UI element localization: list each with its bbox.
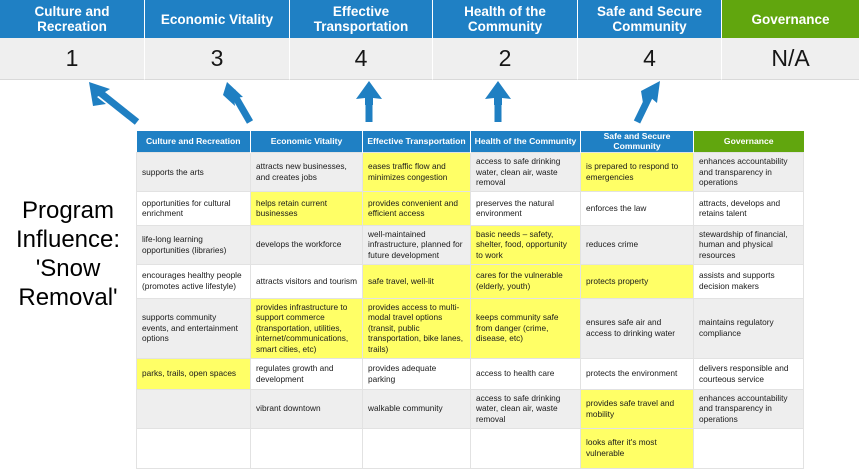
matrix-col-effective-transportation[interactable]: Effective Transportation — [362, 131, 471, 153]
matrix-row: vibrant downtown walkable community access… — [136, 388, 804, 429]
matrix-cell: keeps community safe from danger (crime,… — [470, 297, 581, 359]
matrix-cell: helps retain current businesses — [250, 190, 363, 226]
program-influence-matrix: Culture and Recreation Economic Vitality… — [136, 131, 804, 469]
scorecard-value-row: 1 3 4 2 4 N/A — [0, 38, 859, 80]
matrix-cell: protects property — [580, 263, 694, 299]
matrix-row: opportunities for cultural enrichment hel… — [136, 190, 804, 226]
scorecard-header-culture-and-recreation[interactable]: Culture and Recreation — [0, 0, 145, 38]
scorecard-value-effective-transportation: 4 — [290, 38, 433, 80]
matrix-row: encourages healthy people (promotes acti… — [136, 263, 804, 299]
matrix-row: supports community events, and entertain… — [136, 297, 804, 359]
program-influence-caption: Program Influence: 'Snow Removal' — [15, 197, 121, 311]
scorecard-value-safe-and-secure-community: 4 — [578, 38, 722, 80]
matrix-cell: is prepared to respond to emergencies — [580, 152, 694, 192]
arrow-culture-recreation-icon — [89, 82, 110, 106]
matrix-cell: provides convenient and efficient access — [362, 190, 471, 226]
scorecard-value-economic-vitality: 3 — [145, 38, 290, 80]
matrix-cell: provides access to multi-modal travel op… — [362, 297, 471, 359]
arrow-safe-secure-community-icon — [641, 81, 660, 103]
scorecard-header-safe-and-secure-community[interactable]: Safe and Secure Community — [578, 0, 722, 38]
matrix-cell: attracts visitors and tourism — [250, 263, 363, 299]
matrix-cell: basic needs – safety, shelter, food, opp… — [470, 224, 581, 265]
matrix-cell: provides adequate parking — [362, 357, 471, 390]
matrix-cell: encourages healthy people (promotes acti… — [136, 263, 251, 299]
matrix-cell: attracts new businesses, and creates job… — [250, 152, 363, 192]
arrow-economic-vitality-icon — [223, 82, 243, 106]
matrix-cell: vibrant downtown — [250, 388, 363, 429]
matrix-cell: assists and supports decision makers — [693, 263, 804, 299]
scorecard-value-health-of-the-community: 2 — [433, 38, 578, 80]
arrow-safe-secure-shaft — [633, 89, 656, 124]
matrix-cell — [136, 427, 251, 469]
matrix-cell: walkable community — [362, 388, 471, 429]
matrix-cell — [470, 427, 581, 469]
matrix-cell: delivers responsible and courteous servi… — [693, 357, 804, 390]
matrix-col-health-of-the-community[interactable]: Health of the Community — [470, 131, 581, 153]
matrix-cell: life-long learning opportunities (librar… — [136, 224, 251, 265]
arrow-economic-vitality-shaft — [228, 89, 254, 124]
matrix-cell: stewardship of financial, human and phys… — [693, 224, 804, 265]
matrix-cell — [362, 427, 471, 469]
matrix-row: looks after it's most vulnerable — [136, 427, 804, 469]
matrix-cell — [693, 427, 804, 469]
matrix-cell: reduces crime — [580, 224, 694, 265]
matrix-cell: enhances accountability and transparency… — [693, 388, 804, 429]
matrix-cell: supports the arts — [136, 152, 251, 192]
matrix-header-row: Culture and Recreation Economic Vitality… — [136, 131, 804, 153]
matrix-body: supports the arts attracts new businesses… — [136, 152, 804, 469]
matrix-cell: looks after it's most vulnerable — [580, 427, 694, 469]
arrow-effective-transportation-icon — [356, 81, 382, 105]
matrix-cell: supports community events, and entertain… — [136, 297, 251, 359]
matrix-cell: enhances accountability and transparency… — [693, 152, 804, 192]
scorecard-top-strip: Culture and Recreation Economic Vitality… — [0, 0, 859, 80]
matrix-row: life-long learning opportunities (librar… — [136, 224, 804, 265]
arrow-culture-recreation-shaft — [95, 88, 140, 125]
matrix-cell: parks, trails, open spaces — [136, 357, 251, 390]
matrix-col-economic-vitality[interactable]: Economic Vitality — [250, 131, 363, 153]
scorecard-value-culture-and-recreation: 1 — [0, 38, 145, 80]
matrix-cell: access to safe drinking water, clean air… — [470, 388, 581, 429]
matrix-col-culture-and-recreation[interactable]: Culture and Recreation — [136, 131, 251, 153]
matrix-cell: ensures safe air and access to drinking … — [580, 297, 694, 359]
matrix-cell: opportunities for cultural enrichment — [136, 190, 251, 226]
scorecard-header-health-of-the-community[interactable]: Health of the Community — [433, 0, 578, 38]
matrix-cell: cares for the vulnerable (elderly, youth… — [470, 263, 581, 299]
matrix-cell: preserves the natural environment — [470, 190, 581, 226]
arrow-health-community-icon — [485, 81, 511, 105]
arrow-connector-layer — [89, 81, 660, 125]
matrix-cell — [136, 388, 251, 429]
matrix-cell: provides infrastructure to support comme… — [250, 297, 363, 359]
matrix-col-governance[interactable]: Governance — [693, 131, 804, 153]
scorecard-header-economic-vitality[interactable]: Economic Vitality — [145, 0, 290, 38]
matrix-cell: attracts, develops and retains talent — [693, 190, 804, 226]
matrix-cell: develops the workforce — [250, 224, 363, 265]
matrix-cell: well-maintained infrastructure, planned … — [362, 224, 471, 265]
scorecard-value-governance: N/A — [722, 38, 859, 80]
scorecard-header-governance[interactable]: Governance — [722, 0, 859, 38]
matrix-cell: provides safe travel and mobility — [580, 388, 694, 429]
scorecard-header-row: Culture and Recreation Economic Vitality… — [0, 0, 859, 38]
matrix-row: supports the arts attracts new businesses… — [136, 152, 804, 192]
matrix-cell: access to safe drinking water, clean air… — [470, 152, 581, 192]
matrix-cell: safe travel, well-lit — [362, 263, 471, 299]
matrix-col-safe-and-secure-community[interactable]: Safe and Secure Community — [580, 131, 694, 153]
matrix-row: parks, trails, open spaces regulates grow… — [136, 357, 804, 390]
matrix-cell — [250, 427, 363, 469]
matrix-cell: protects the environment — [580, 357, 694, 390]
matrix-cell: regulates growth and development — [250, 357, 363, 390]
matrix-cell: access to health care — [470, 357, 581, 390]
matrix-cell: maintains regulatory compliance — [693, 297, 804, 359]
matrix-cell: eases traffic flow and minimizes congest… — [362, 152, 471, 192]
scorecard-header-effective-transportation[interactable]: Effective Transportation — [290, 0, 433, 38]
matrix-cell: enforces the law — [580, 190, 694, 226]
